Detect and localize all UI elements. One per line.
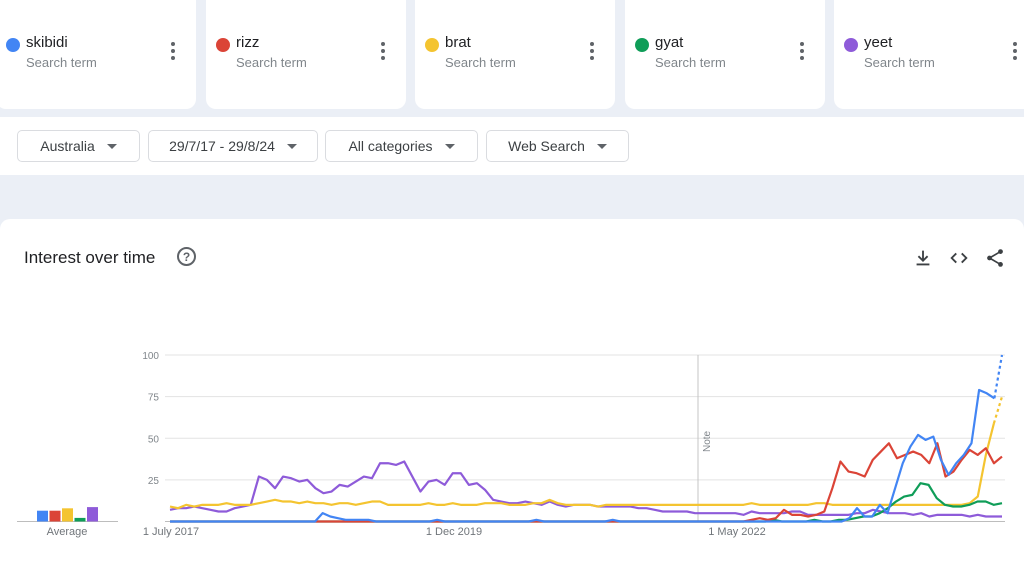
date-range-value: 29/7/17 - 29/8/24 bbox=[169, 138, 275, 154]
more-vert-icon[interactable] bbox=[1010, 42, 1020, 60]
more-vert-icon[interactable] bbox=[797, 42, 807, 60]
series-color-dot bbox=[844, 38, 858, 52]
caret-down-icon bbox=[596, 143, 607, 149]
help-circle-icon[interactable]: ? bbox=[177, 247, 196, 266]
share-icon[interactable] bbox=[984, 247, 1006, 269]
term-card-brat[interactable]: brat Search term bbox=[415, 0, 615, 109]
date-range-dropdown[interactable]: 29/7/17 - 29/8/24 bbox=[148, 130, 318, 162]
term-name[interactable]: gyat bbox=[655, 34, 684, 51]
series-color-dot bbox=[6, 38, 20, 52]
term-subtitle: Search term bbox=[26, 55, 97, 70]
term-name[interactable]: rizz bbox=[236, 34, 260, 51]
category-value: All categories bbox=[348, 138, 433, 154]
more-vert-icon[interactable] bbox=[587, 42, 597, 60]
term-card-rizz[interactable]: rizz Search term bbox=[206, 0, 406, 109]
term-name[interactable]: brat bbox=[445, 34, 471, 51]
term-subtitle: Search term bbox=[864, 55, 935, 70]
panel-title: Interest over time bbox=[24, 248, 156, 267]
more-vert-icon[interactable] bbox=[378, 42, 388, 60]
search-type-value: Web Search bbox=[508, 138, 585, 154]
embed-code-icon[interactable] bbox=[948, 247, 970, 269]
term-card-gyat[interactable]: gyat Search term bbox=[625, 0, 825, 109]
series-color-dot bbox=[425, 38, 439, 52]
region-dropdown[interactable]: Australia bbox=[17, 130, 140, 162]
term-card-yeet[interactable]: yeet Search term bbox=[834, 0, 1024, 109]
series-color-dot bbox=[216, 38, 230, 52]
search-type-dropdown[interactable]: Web Search bbox=[486, 130, 629, 162]
caret-down-icon bbox=[444, 143, 455, 149]
filter-bar: Australia 29/7/17 - 29/8/24 All categori… bbox=[0, 117, 1024, 175]
more-vert-icon[interactable] bbox=[168, 42, 178, 60]
caret-down-icon bbox=[106, 143, 117, 149]
term-name[interactable]: yeet bbox=[864, 34, 893, 51]
category-dropdown[interactable]: All categories bbox=[325, 130, 478, 162]
download-icon[interactable] bbox=[912, 247, 934, 269]
term-subtitle: Search term bbox=[236, 55, 307, 70]
term-subtitle: Search term bbox=[445, 55, 516, 70]
caret-down-icon bbox=[286, 143, 297, 149]
term-card-skibidi[interactable]: skibidi Search term bbox=[0, 0, 196, 109]
term-subtitle: Search term bbox=[655, 55, 726, 70]
interest-over-time-panel: Interest over time ? bbox=[0, 219, 1024, 586]
series-color-dot bbox=[635, 38, 649, 52]
term-name[interactable]: skibidi bbox=[26, 34, 68, 51]
region-value: Australia bbox=[40, 138, 95, 154]
